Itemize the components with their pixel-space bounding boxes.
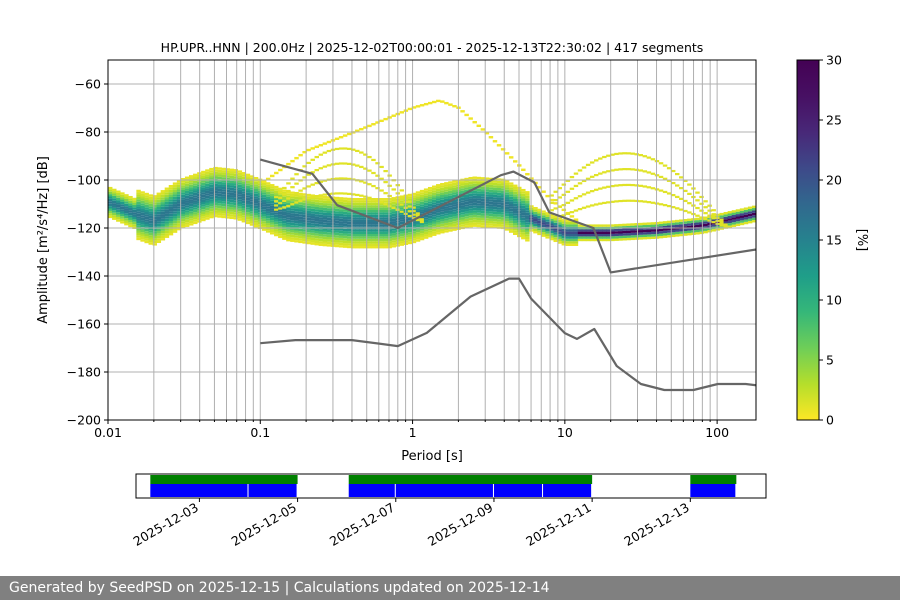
coverage-bar <box>690 475 737 484</box>
timeline-bars <box>150 475 737 497</box>
coverage-bar <box>150 475 298 484</box>
x-axis-label: Period [s] <box>401 449 463 464</box>
timeline-tick-label: 2025-12-11 <box>523 500 593 549</box>
colorbar <box>796 59 820 421</box>
colorbar-tick-label: 25 <box>826 113 842 128</box>
psd-figure: HP.UPR..HNN | 200.0Hz | 2025-12-02T00:00… <box>36 40 869 549</box>
colorbar-tick-label: 10 <box>826 293 842 308</box>
segment-bar <box>248 484 297 497</box>
x-tick-label: 10 <box>557 425 573 440</box>
footer: Generated by SeedPSD on 2025-12-15 | Cal… <box>0 576 900 600</box>
timeline-ticks: 2025-12-03 2025-12-05 2025-12-07 2025-12-09… <box>130 498 692 549</box>
y-tick-label: −140 <box>67 269 101 284</box>
y-tick-label: −80 <box>75 125 101 140</box>
x-tick-label: 1 <box>409 425 417 440</box>
timeline-tick-label: 2025-12-07 <box>327 500 397 549</box>
segment-bar <box>493 484 543 497</box>
y-tick-label: −200 <box>67 413 101 428</box>
segment-bar <box>690 484 736 497</box>
timeline-tick-label: 2025-12-05 <box>229 500 299 549</box>
coverage-bar <box>348 475 593 484</box>
colorbar-label: [%] <box>854 229 869 252</box>
y-tick-label: −180 <box>67 365 101 380</box>
timeline-tick-label: 2025-12-09 <box>425 500 495 549</box>
colorbar-tick-label: 30 <box>826 53 842 68</box>
y-axis-ticks: −200 −180 −160 −140 −120 −100 −80 −60 <box>67 77 108 428</box>
plot-grid <box>108 60 756 420</box>
noise-models <box>260 158 756 392</box>
nhnm-line <box>260 158 756 274</box>
plot-frame <box>107 59 757 421</box>
x-tick-label: 100 <box>705 425 729 440</box>
y-tick-label: −60 <box>75 77 101 92</box>
segment-bar <box>150 484 248 497</box>
y-tick-label: −120 <box>67 221 101 236</box>
y-tick-label: −160 <box>67 317 101 332</box>
x-tick-label: 0.01 <box>94 425 122 440</box>
psd-heatmap <box>108 99 756 249</box>
segment-bar <box>348 484 395 497</box>
colorbar-tick-label: 0 <box>826 413 834 428</box>
colorbar-ticks: 0 5 10 15 20 25 30 <box>819 53 842 428</box>
timeline-tick-label: 2025-12-13 <box>621 500 691 549</box>
nlnm-line <box>260 277 756 392</box>
timeline-tick-label: 2025-12-03 <box>130 500 200 549</box>
x-axis-ticks: 0.01 0.1 1 10 100 <box>94 420 729 440</box>
chart-title: HP.UPR..HNN | 200.0Hz | 2025-12-02T00:00… <box>161 40 704 55</box>
segment-bar <box>395 484 493 497</box>
x-tick-label: 0.1 <box>250 425 270 440</box>
y-axis-label: Amplitude [m²/s⁴/Hz] [dB] <box>36 156 51 324</box>
colorbar-tick-label: 15 <box>826 233 842 248</box>
colorbar-tick-label: 5 <box>826 353 834 368</box>
colorbar-tick-label: 20 <box>826 173 842 188</box>
y-tick-label: −100 <box>67 173 101 188</box>
segment-bar <box>543 484 592 497</box>
